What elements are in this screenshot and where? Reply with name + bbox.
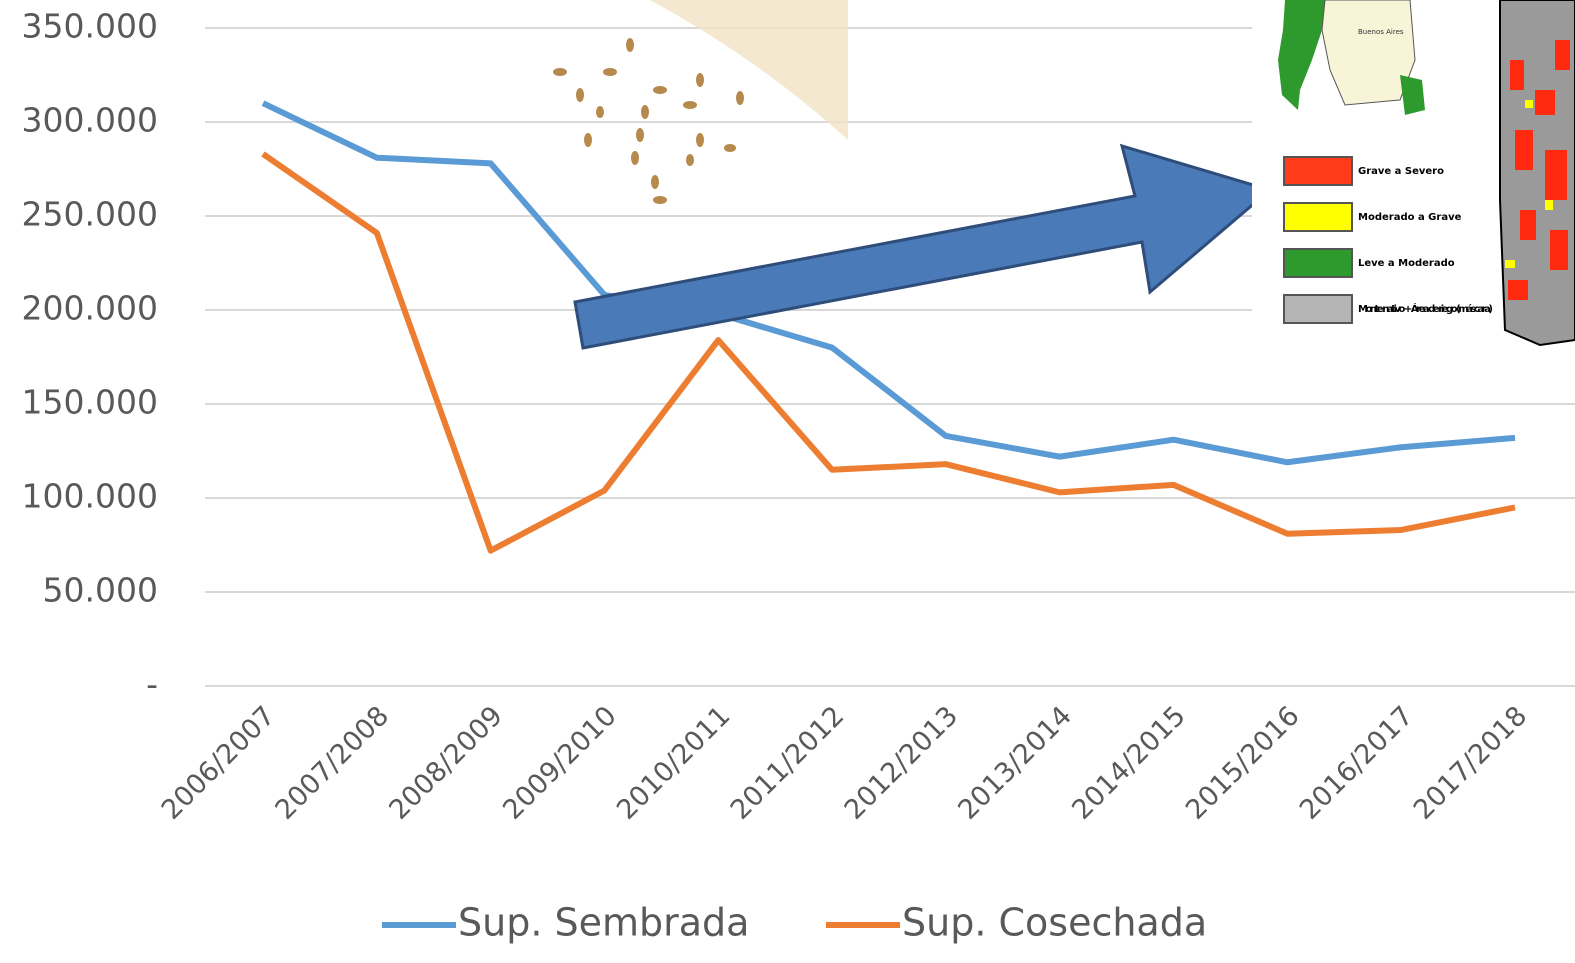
- legend-label: Sup. Cosechada: [902, 901, 1207, 945]
- y-tick-label: 50.000: [43, 571, 158, 610]
- arrow: [575, 146, 1270, 348]
- legend-label: Sup. Sembrada: [458, 901, 749, 945]
- map-legend-swatch: [1284, 249, 1352, 277]
- map-legend-label: Monte nativo + Área de riego (máscara): [1358, 302, 1493, 315]
- x-tick-label: 2017/2018: [1408, 700, 1534, 826]
- x-tick-label: 2011/2012: [725, 700, 851, 826]
- legend: Sup. Sembrada Sup. Cosechada: [382, 901, 1207, 945]
- x-tick-label: 2009/2010: [497, 700, 623, 826]
- y-tick-label: 250.000: [22, 195, 158, 234]
- map-legend-label: Leve a Moderado: [1358, 258, 1455, 269]
- page: - 50.000 100.000 150.000 200.000 250.000 300.0…: [0, 0, 1575, 963]
- y-tick-label: 100.000: [22, 477, 158, 516]
- chart: - 50.000 100.000 150.000 200.000 250.000 300.0…: [0, 0, 1575, 959]
- y-tick-label: 150.000: [22, 383, 158, 422]
- x-tick-label: 2013/2014: [952, 700, 1078, 826]
- x-tick-label: 2010/2011: [611, 700, 737, 826]
- map-label: Buenos Aires: [1358, 28, 1404, 36]
- map-legend-label: Moderado a Grave: [1358, 212, 1462, 223]
- map-legend-label: Grave a Severo: [1358, 166, 1444, 177]
- x-tick-label: 2008/2009: [383, 700, 509, 826]
- wheat-image: [553, 0, 848, 204]
- x-tick-label: 2015/2016: [1180, 700, 1306, 826]
- y-tick-label: 200.000: [22, 289, 158, 328]
- map-legend-swatch: [1284, 203, 1352, 231]
- map-legend-swatch: [1284, 157, 1352, 185]
- map-legend-swatch: [1284, 295, 1352, 323]
- x-tick-label: 2012/2013: [839, 700, 965, 826]
- y-tick-label: 300.000: [22, 101, 158, 140]
- x-tick-label: 2014/2015: [1066, 700, 1192, 826]
- y-tick-label: -: [146, 665, 158, 704]
- x-tick-label: 2016/2017: [1294, 700, 1420, 826]
- x-tick-label: 2007/2008: [270, 700, 396, 826]
- x-tick-label: 2006/2007: [156, 700, 282, 826]
- y-tick-label: 350.000: [22, 7, 158, 46]
